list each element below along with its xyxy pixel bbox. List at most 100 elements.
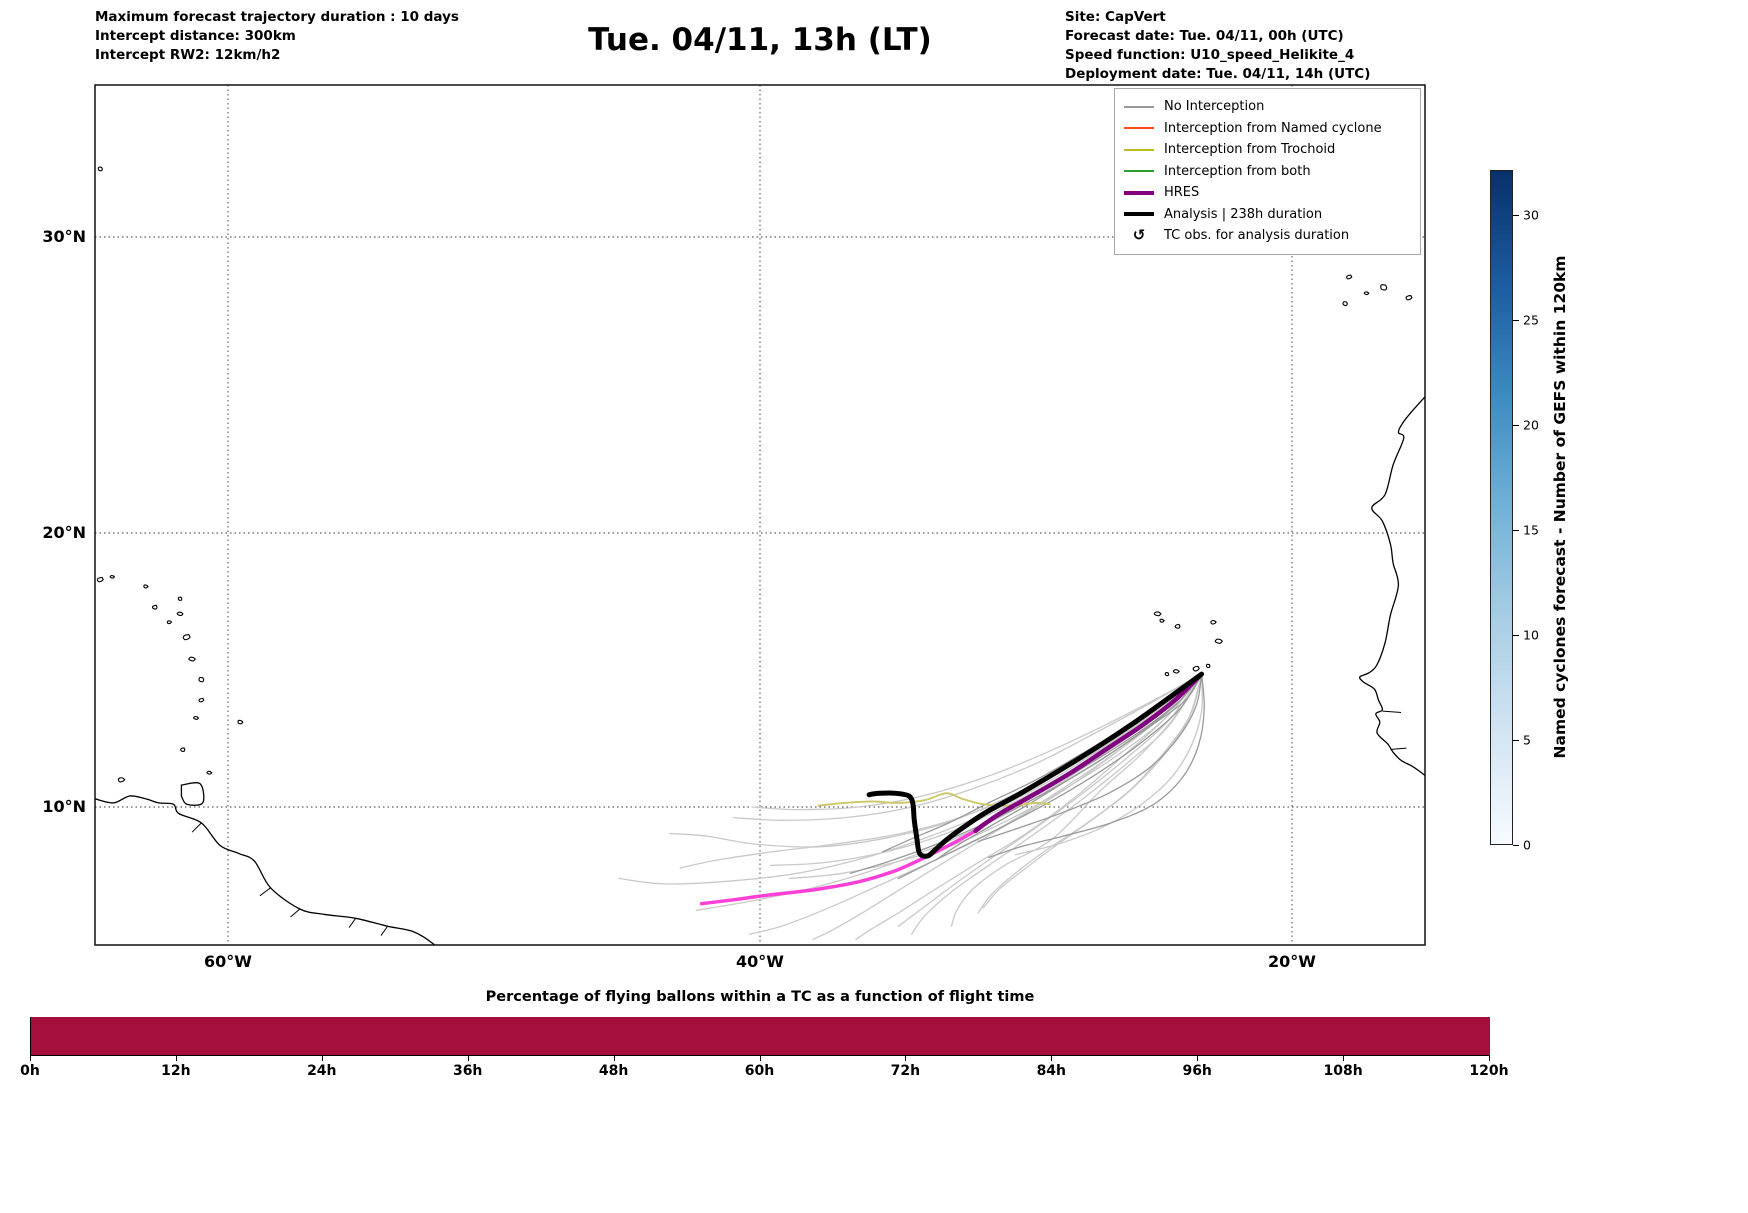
trajectory-gefs-18 xyxy=(897,673,1203,880)
legend-line-swatch xyxy=(1124,105,1154,108)
river xyxy=(259,887,271,897)
legend-line-swatch xyxy=(1124,127,1154,130)
river xyxy=(1390,747,1407,750)
flight-time-tick-48h xyxy=(613,1056,615,1061)
island-fogo xyxy=(1172,669,1181,674)
flight-time-label-108h: 108h xyxy=(1323,1063,1363,1079)
legend-item-6: ↺ TC obs. for analysis duration xyxy=(1124,225,1411,247)
colorbar-tick-0 xyxy=(1513,845,1519,846)
island-martinique xyxy=(198,676,205,683)
colorbar-ticklabel-0: 0 xyxy=(1523,837,1531,853)
legend-line-swatch xyxy=(1124,170,1154,173)
flight-time-tick-12h xyxy=(175,1056,177,1061)
island-tenerife xyxy=(1380,284,1388,291)
legend-item-4: HRES xyxy=(1124,182,1411,204)
line-swatch-icon xyxy=(1124,148,1154,151)
param-intercept-rw2: Intercept RW2: 12km/h2 xyxy=(95,47,281,63)
flight-time-label-84h: 84h xyxy=(1036,1063,1067,1079)
trajectory-gefs-16 xyxy=(910,673,1203,935)
legend-line-swatch xyxy=(1124,148,1154,151)
line-swatch-icon xyxy=(1124,190,1154,195)
colorbar-ticklabel-25: 25 xyxy=(1523,312,1539,328)
island-sal xyxy=(1210,619,1217,625)
river xyxy=(380,925,389,936)
lon-tick-60°W: 60°W xyxy=(204,952,252,971)
trajectory-hres-extension xyxy=(699,829,978,906)
colorbar-ticklabel-30: 30 xyxy=(1523,207,1539,223)
trajectory-gefs-10 xyxy=(1014,673,1203,856)
flight-time-tick-84h xyxy=(1051,1056,1053,1061)
flight-time-label-0h: 0h xyxy=(20,1063,40,1079)
island-margarita xyxy=(117,777,126,783)
colorbar xyxy=(1490,170,1513,845)
trajectory-gefs-17 xyxy=(977,673,1203,914)
flight-time-tick-96h xyxy=(1197,1056,1199,1061)
island-dominica xyxy=(188,656,197,662)
trajectory-gefs-19 xyxy=(849,673,1203,874)
island-barbuda xyxy=(177,596,183,601)
flight-time-tick-36h xyxy=(467,1056,469,1061)
deployment-date: Deployment date: Tue. 04/11, 14h (UTC) xyxy=(1065,66,1371,82)
lat-tick-10°N: 10°N xyxy=(42,797,86,816)
lon-tick-40°W: 40°W xyxy=(736,952,784,971)
island-santo-antao xyxy=(1153,611,1162,617)
island-el-hierro xyxy=(1342,301,1348,306)
param-intercept-distance: Intercept distance: 300km xyxy=(95,28,296,44)
legend-line-swatch xyxy=(1124,190,1154,195)
island-maio xyxy=(1205,663,1211,669)
line-swatch-icon xyxy=(1124,105,1154,108)
colorbar-tick-5 xyxy=(1513,740,1519,741)
figure-title: Tue. 04/11, 13h (LT) xyxy=(588,22,932,58)
trajectory-gefs-07 xyxy=(897,673,1203,927)
flight-time-tick-0h xyxy=(30,1056,31,1061)
colorbar-ticklabel-20: 20 xyxy=(1523,417,1539,433)
island-st-vincent xyxy=(193,715,200,720)
island-barbados xyxy=(237,719,244,725)
legend-label: Analysis | 238h duration xyxy=(1164,206,1323,222)
colorbar-ticklabel-15: 15 xyxy=(1523,522,1539,538)
trajectory-hres xyxy=(973,671,1204,834)
legend-label: Interception from Named cyclone xyxy=(1164,120,1382,136)
trajectory-gefs-03 xyxy=(695,673,1203,912)
island-st-martin xyxy=(143,584,149,589)
flight-time-label-36h: 36h xyxy=(452,1063,483,1079)
legend-label: No Interception xyxy=(1164,99,1265,115)
island-st-kitts xyxy=(152,604,158,610)
lat-tick-30°N: 30°N xyxy=(42,227,86,246)
colorbar-ticklabel-10: 10 xyxy=(1523,627,1539,643)
legend-label: TC obs. for analysis duration xyxy=(1164,228,1350,244)
bottom-chart-title: Percentage of flying ballons within a TC… xyxy=(485,989,1035,1005)
island-sao-nicolau xyxy=(1174,623,1181,629)
island-boa-vista xyxy=(1214,638,1224,644)
island-virgin-is xyxy=(96,576,104,583)
island-tobago xyxy=(206,770,213,775)
line-swatch-icon xyxy=(1124,170,1154,173)
trajectory-gefs-12 xyxy=(751,673,1203,811)
island-sao-vicente xyxy=(1159,618,1166,623)
speed-function: Speed function: U10_speed_Helikite_4 xyxy=(1065,47,1355,63)
colorbar-tick-20 xyxy=(1513,425,1519,426)
legend-label: HRES xyxy=(1164,185,1200,201)
island-la-gomera xyxy=(1363,291,1370,296)
colorbar-tick-10 xyxy=(1513,635,1519,636)
lat-tick-20°N: 20°N xyxy=(42,523,86,542)
legend-label: Interception from Trochoid xyxy=(1164,142,1336,158)
colorbar-tick-30 xyxy=(1513,215,1519,216)
legend-item-2: Interception from Trochoid xyxy=(1124,139,1411,161)
flight-time-label-60h: 60h xyxy=(744,1063,775,1079)
trajectory-analysis-238h xyxy=(866,671,1205,859)
flight-time-label-48h: 48h xyxy=(598,1063,629,1079)
map-border xyxy=(94,84,1426,946)
island-brava xyxy=(1164,672,1170,677)
map-content xyxy=(95,85,1425,945)
island-st-lucia xyxy=(198,697,205,703)
line-swatch-icon xyxy=(1124,212,1154,217)
legend-item-0: No Interception xyxy=(1124,96,1411,118)
trajectory-gefs-23 xyxy=(988,673,1205,859)
tc-obs-marker-icon: ↺ xyxy=(1124,228,1154,243)
flight-time-tick-72h xyxy=(905,1056,907,1061)
balloon-percentage-bar xyxy=(30,1017,1490,1055)
rotate-arrow-icon: ↺ xyxy=(1132,226,1146,245)
river xyxy=(290,908,301,918)
